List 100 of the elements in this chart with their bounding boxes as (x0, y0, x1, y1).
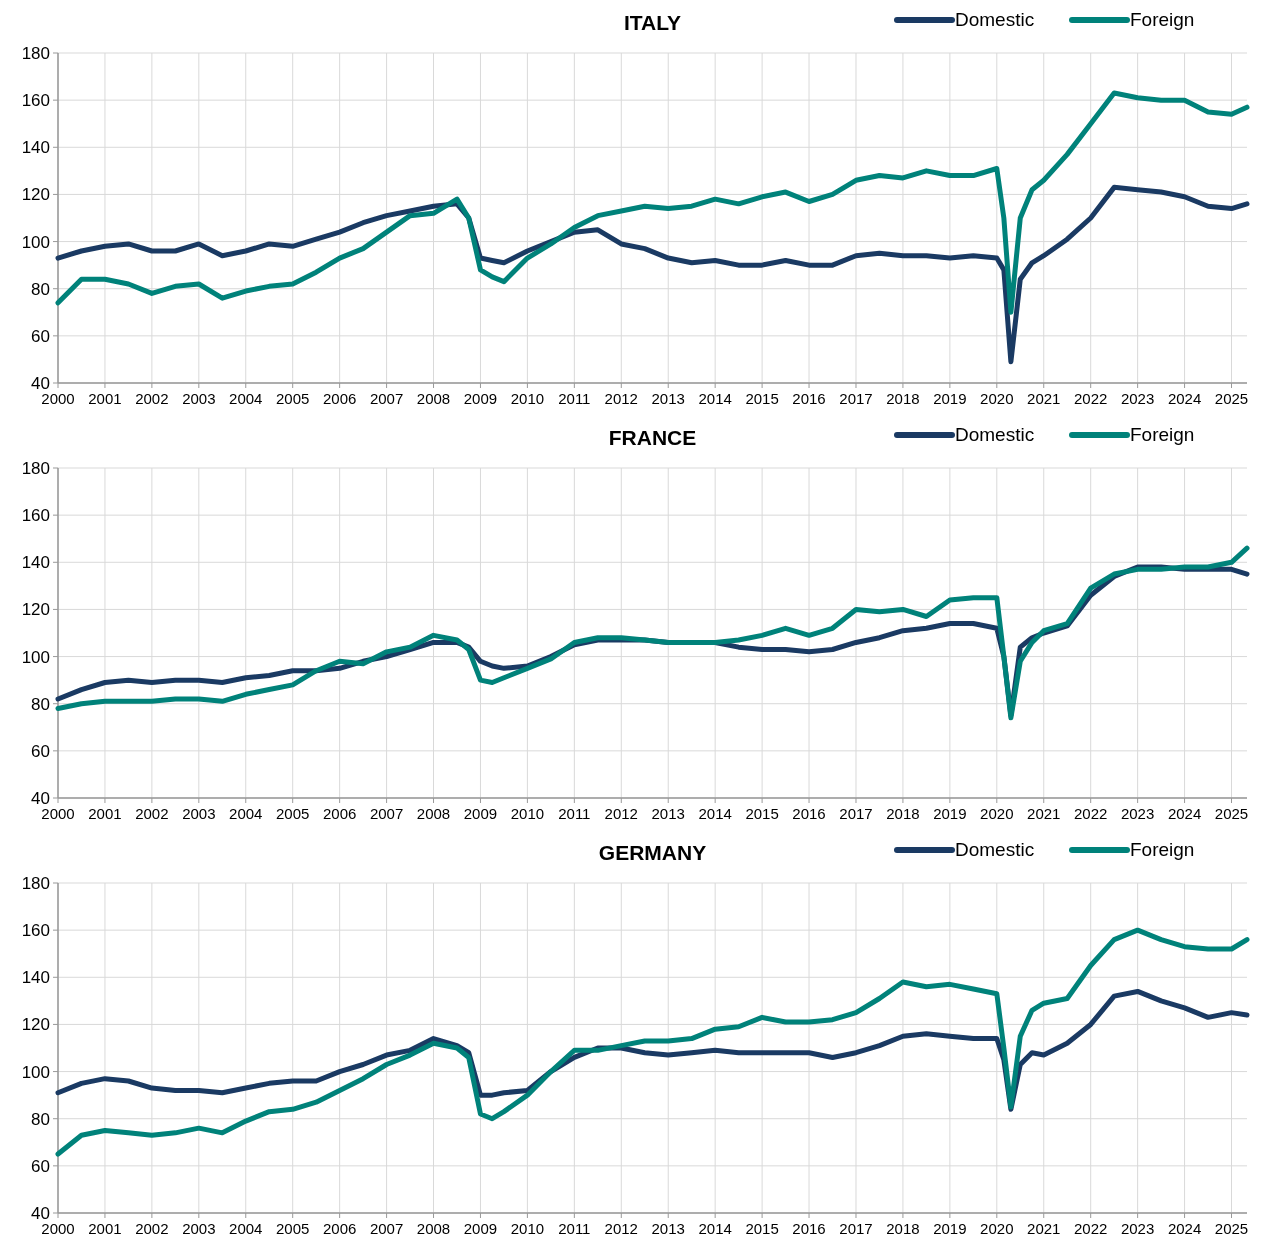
y-tick-label: 60 (31, 326, 50, 346)
x-tick-label: 2021 (1027, 805, 1061, 822)
x-tick-label: 2017 (839, 1220, 873, 1237)
x-tick-label: 2012 (604, 1220, 638, 1237)
x-tick-label: 2006 (322, 805, 357, 822)
y-tick-label: 80 (31, 279, 50, 299)
chart-title: ITALY (623, 11, 682, 34)
x-tick-label: 2009 (463, 390, 498, 407)
x-tick-label: 2010 (510, 390, 545, 407)
y-tick-label: 180 (21, 43, 50, 63)
x-tick-label: 2018 (886, 1220, 920, 1237)
legend-label: Foreign (1130, 839, 1195, 860)
y-tick-label: 140 (21, 553, 50, 573)
x-tick-label: 2001 (88, 1220, 122, 1237)
legend-label: Domestic (955, 424, 1035, 445)
x-tick-label: 2004 (229, 1220, 263, 1237)
x-tick-label: 2017 (839, 390, 873, 407)
x-tick-label: 2007 (369, 390, 404, 407)
x-tick-label: 2017 (839, 805, 873, 822)
x-tick-label: 2025 (1214, 1220, 1249, 1237)
x-tick-label: 2015 (745, 805, 779, 822)
x-tick-label: 2010 (510, 1220, 545, 1237)
x-tick-label: 2013 (651, 390, 685, 407)
x-tick-label: 2002 (135, 390, 169, 407)
x-tick-label: 2004 (229, 805, 263, 822)
x-tick-label: 2000 (41, 390, 75, 407)
y-tick-label: 120 (21, 1015, 50, 1035)
y-tick-label: 80 (31, 1109, 50, 1129)
y-tick-label: 100 (21, 647, 50, 667)
x-tick-label: 2000 (41, 1220, 75, 1237)
y-tick-label: 40 (31, 373, 50, 393)
x-tick-label: 2021 (1027, 390, 1061, 407)
x-tick-label: 2001 (88, 390, 122, 407)
chart-title: FRANCE (608, 426, 697, 449)
legend-label: Foreign (1130, 424, 1195, 445)
x-tick-label: 2023 (1120, 805, 1155, 822)
x-tick-label: 2004 (229, 390, 263, 407)
y-tick-label: 40 (31, 788, 50, 808)
y-tick-label: 180 (21, 458, 50, 478)
x-tick-label: 2015 (745, 390, 779, 407)
x-tick-label: 2016 (792, 390, 826, 407)
y-tick-label: 160 (21, 921, 50, 941)
x-tick-label: 2009 (463, 1220, 498, 1237)
x-tick-label: 2011 (558, 805, 591, 822)
x-tick-label: 2022 (1074, 390, 1108, 407)
legend-label: Foreign (1130, 9, 1195, 30)
y-tick-label: 160 (21, 506, 50, 526)
x-tick-label: 2022 (1074, 805, 1108, 822)
x-tick-label: 2024 (1167, 390, 1202, 407)
x-tick-label: 2008 (416, 805, 451, 822)
x-tick-label: 2018 (886, 805, 920, 822)
y-tick-label: 120 (21, 600, 50, 620)
x-tick-label: 2019 (933, 805, 967, 822)
x-tick-label: 2020 (980, 805, 1014, 822)
x-tick-label: 2011 (558, 1220, 591, 1237)
x-tick-label: 2007 (369, 1220, 404, 1237)
x-tick-label: 2012 (604, 390, 638, 407)
x-tick-label: 2019 (933, 1220, 967, 1237)
x-tick-label: 2012 (604, 805, 638, 822)
y-tick-label: 60 (31, 1156, 50, 1176)
x-tick-label: 2010 (510, 805, 545, 822)
x-tick-label: 2008 (416, 1220, 451, 1237)
x-tick-label: 2025 (1214, 805, 1249, 822)
x-tick-label: 2024 (1167, 805, 1202, 822)
x-tick-label: 2006 (322, 1220, 357, 1237)
x-tick-label: 2014 (698, 390, 732, 407)
y-tick-label: 100 (21, 232, 50, 252)
x-tick-label: 2007 (369, 805, 404, 822)
x-tick-label: 2001 (88, 805, 122, 822)
x-tick-label: 2020 (980, 1220, 1014, 1237)
x-tick-label: 2024 (1167, 1220, 1202, 1237)
x-tick-label: 2013 (651, 1220, 685, 1237)
x-tick-label: 2008 (416, 390, 451, 407)
x-tick-label: 2021 (1027, 1220, 1061, 1237)
x-tick-label: 2005 (276, 390, 310, 407)
chart-title: GERMANY (598, 841, 707, 864)
x-tick-label: 2003 (182, 805, 216, 822)
x-tick-label: 2000 (41, 805, 75, 822)
x-tick-label: 2023 (1120, 390, 1155, 407)
x-tick-label: 2022 (1074, 1220, 1108, 1237)
x-tick-label: 2023 (1120, 1220, 1155, 1237)
x-tick-label: 2005 (276, 805, 310, 822)
y-tick-label: 160 (21, 91, 50, 111)
y-tick-label: 100 (21, 1062, 50, 1082)
x-tick-label: 2009 (463, 805, 498, 822)
legend-label: Domestic (955, 839, 1035, 860)
x-tick-label: 2006 (322, 390, 357, 407)
x-tick-label: 2014 (698, 805, 732, 822)
y-tick-label: 180 (21, 873, 50, 893)
y-tick-label: 140 (21, 968, 50, 988)
x-tick-label: 2002 (135, 1220, 169, 1237)
y-tick-label: 120 (21, 185, 50, 205)
x-tick-label: 2018 (886, 390, 920, 407)
x-tick-label: 2025 (1214, 390, 1249, 407)
x-tick-label: 2015 (745, 1220, 779, 1237)
x-tick-label: 2019 (933, 390, 967, 407)
x-tick-label: 2002 (135, 805, 169, 822)
x-tick-label: 2020 (980, 390, 1014, 407)
x-tick-label: 2003 (182, 390, 216, 407)
x-tick-label: 2016 (792, 805, 826, 822)
